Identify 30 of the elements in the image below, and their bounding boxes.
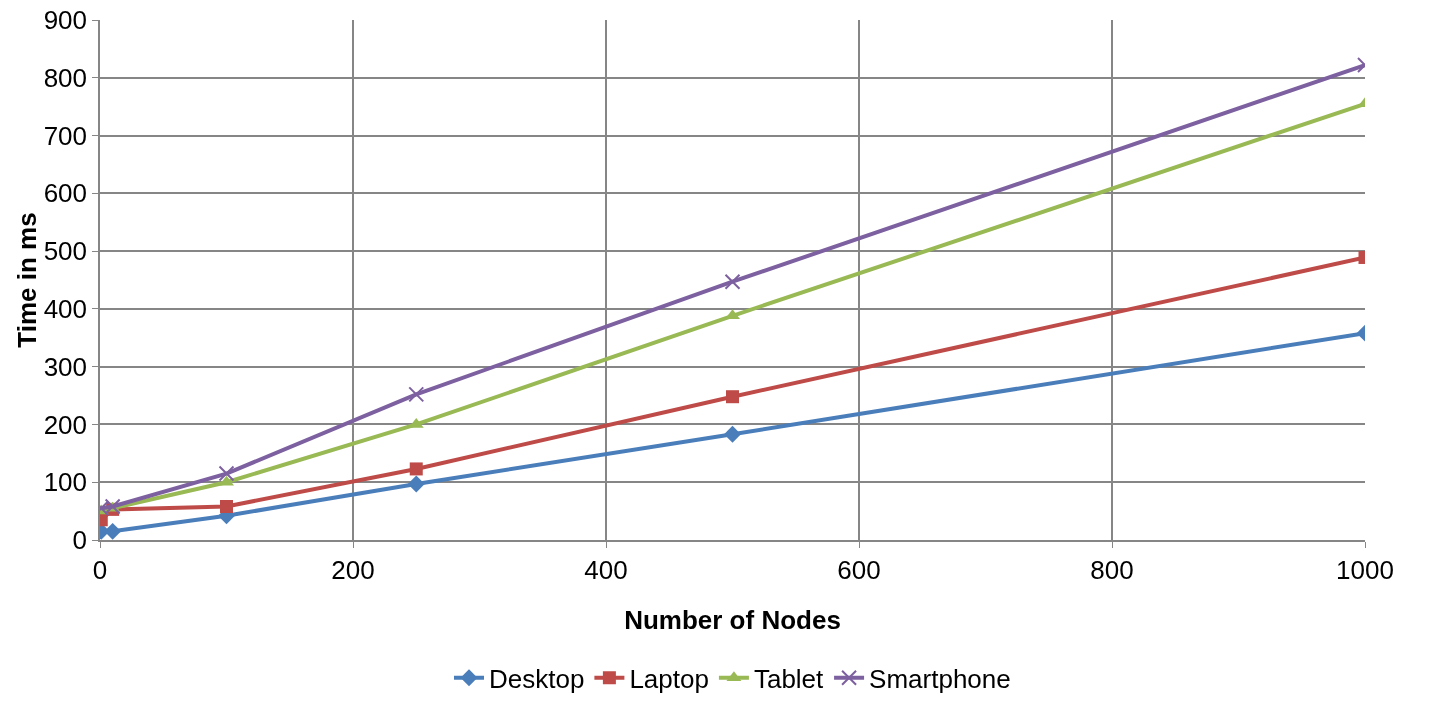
y-tick-label: 500: [43, 236, 88, 267]
legend-label: Tablet: [753, 663, 825, 694]
x-tick-label: 0: [92, 554, 108, 585]
point: [220, 499, 233, 513]
y-tick-label: 700: [43, 120, 88, 151]
point: [724, 425, 741, 443]
legend-label: Desktop: [489, 663, 585, 694]
point: [407, 475, 425, 493]
y-tick-label: 300: [43, 351, 88, 382]
y-tick-label: 600: [43, 178, 88, 209]
x-tick-label: 800: [1090, 554, 1134, 585]
y-tick-label: 100: [43, 467, 88, 498]
point: [726, 390, 739, 404]
y-tick-label: 900: [43, 5, 88, 36]
point: [408, 386, 425, 403]
point: [409, 462, 423, 476]
legend-label: Smartphone: [869, 663, 1011, 694]
x-tick-label: 400: [584, 554, 628, 585]
point: [724, 273, 741, 290]
y-axis-title: Time in ms: [11, 212, 42, 348]
y-tick-label: 200: [43, 409, 88, 440]
y-tick-label: 800: [43, 62, 88, 93]
point: [218, 465, 235, 482]
x-tick-label: 200: [331, 554, 375, 585]
legend-label: Laptop: [629, 663, 709, 694]
y-tick-label: 0: [72, 525, 88, 556]
x-tick-label: 1000: [1336, 554, 1394, 585]
y-tick-label: 400: [43, 293, 88, 324]
x-axis-title: Number of Nodes: [624, 604, 841, 635]
x-tick-label: 600: [837, 554, 881, 585]
